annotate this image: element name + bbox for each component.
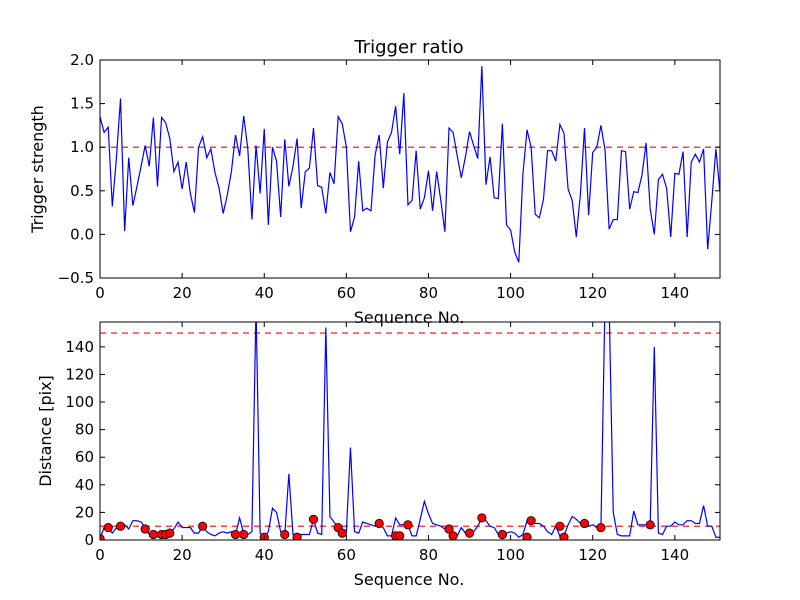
- y-tick-label: 2.0: [70, 51, 94, 69]
- x-tick-label: 0: [95, 284, 105, 302]
- data-point: [497, 529, 507, 540]
- x-tick-label: 0: [95, 546, 105, 564]
- series-layer: [100, 322, 720, 540]
- plot-frame: [99, 59, 721, 279]
- data-point: [464, 528, 475, 538]
- data-point: [337, 528, 347, 538]
- y-tick-label: 0: [84, 531, 94, 549]
- y-axis-title: Distance [pix]: [36, 375, 55, 487]
- y-axis-ticks: −0.5 0.0 0.5 1.0 1.5 2.0: [58, 51, 720, 287]
- data-point: [448, 531, 458, 540]
- y-tick-label: 140: [65, 338, 94, 356]
- data-point: [103, 522, 113, 533]
- y-tick-label: 60: [75, 448, 94, 466]
- y-tick-label: 0.0: [70, 225, 94, 243]
- data-point: [292, 532, 302, 540]
- y-tick-label: 80: [75, 421, 94, 439]
- data-point: [526, 516, 536, 526]
- trigger-ratio-chart: Trigger ratio 0 20 40 60 80 100 120 140 −0.5 0.0…: [28, 37, 721, 327]
- data-point: [148, 529, 158, 540]
- x-tick-label: 80: [419, 546, 438, 564]
- data-point: [395, 531, 405, 540]
- y-axis-title: Trigger strength: [28, 105, 47, 234]
- data-point: [522, 532, 532, 540]
- data-point: [645, 520, 655, 530]
- y-axis-ticks: 0 20 40 60 80 100 120 140: [65, 338, 720, 549]
- x-tick-label: 100: [496, 284, 525, 302]
- x-tick-label: 60: [337, 284, 356, 302]
- y-tick-label: 100: [65, 393, 94, 411]
- data-point: [579, 518, 590, 529]
- x-tick-label: 60: [337, 546, 356, 564]
- chart-title: Trigger ratio: [353, 37, 463, 58]
- y-tick-label: 1.5: [70, 95, 94, 113]
- data-point: [308, 514, 319, 524]
- y-tick-label: 120: [65, 365, 94, 383]
- distance-chart: 0 20 40 60 80 100 120 140 0 20 40 60 80 100 120 140 Se…: [36, 321, 721, 589]
- y-tick-label: 20: [75, 503, 94, 521]
- data-point: [555, 521, 565, 531]
- x-tick-label: 100: [496, 546, 525, 564]
- data-point: [230, 529, 241, 540]
- data-point: [140, 524, 150, 534]
- data-point: [477, 513, 487, 523]
- data-point: [198, 521, 208, 531]
- data-point: [280, 529, 290, 540]
- data-point: [115, 521, 126, 531]
- x-tick-label: 120: [578, 284, 607, 302]
- y-tick-label: −0.5: [58, 269, 94, 287]
- x-axis-ticks: 0 20 40 60 80 100 120 140: [95, 60, 689, 302]
- data-point: [165, 528, 175, 538]
- series-line: [100, 66, 720, 263]
- y-tick-label: 40: [75, 476, 94, 494]
- data-point: [444, 524, 454, 534]
- x-tick-label: 140: [661, 546, 690, 564]
- x-axis-title: Sequence No.: [354, 308, 465, 327]
- x-tick-label: 80: [419, 284, 438, 302]
- data-point: [596, 522, 606, 533]
- x-tick-label: 40: [255, 284, 274, 302]
- series-layer: [100, 66, 720, 263]
- x-tick-label: 140: [661, 284, 690, 302]
- x-tick-label: 20: [173, 284, 192, 302]
- x-axis-title: Sequence No.: [354, 570, 465, 589]
- data-point: [239, 529, 249, 540]
- data-point: [374, 518, 384, 529]
- series-line: [100, 322, 720, 539]
- data-point: [403, 520, 413, 530]
- threshold-lines: [100, 332, 720, 527]
- x-tick-label: 20: [173, 546, 192, 564]
- y-tick-label: 0.5: [70, 182, 94, 200]
- data-point: [559, 532, 569, 540]
- x-axis-ticks: 0 20 40 60 80 100 120 140: [95, 322, 689, 564]
- plot-frame: [99, 321, 721, 541]
- x-tick-label: 40: [255, 546, 274, 564]
- x-tick-label: 120: [578, 546, 607, 564]
- y-tick-label: 1.0: [70, 138, 94, 156]
